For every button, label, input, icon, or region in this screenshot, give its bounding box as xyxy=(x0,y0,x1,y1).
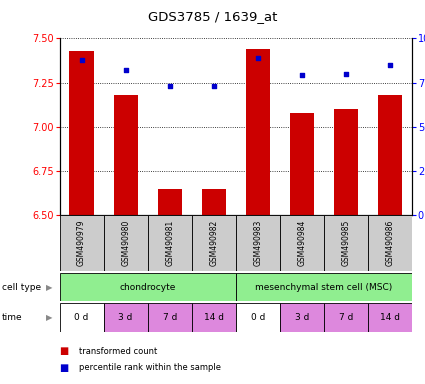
Text: GSM490986: GSM490986 xyxy=(386,220,395,266)
Bar xyxy=(324,215,368,271)
Bar xyxy=(69,51,94,215)
Bar xyxy=(60,273,236,301)
Point xyxy=(210,83,217,89)
Bar xyxy=(334,109,358,215)
Bar xyxy=(246,49,270,215)
Text: time: time xyxy=(2,313,23,322)
Text: GSM490981: GSM490981 xyxy=(165,220,174,266)
Bar xyxy=(236,273,412,301)
Bar xyxy=(280,215,324,271)
Text: ▶: ▶ xyxy=(45,313,52,322)
Bar xyxy=(192,215,236,271)
Text: ■: ■ xyxy=(60,363,69,373)
Text: GDS3785 / 1639_at: GDS3785 / 1639_at xyxy=(148,10,277,23)
Text: GSM490985: GSM490985 xyxy=(342,220,351,266)
Text: 3 d: 3 d xyxy=(119,313,133,322)
Text: 14 d: 14 d xyxy=(204,313,224,322)
Text: 0 d: 0 d xyxy=(251,313,265,322)
Bar xyxy=(158,189,182,215)
Text: transformed count: transformed count xyxy=(79,347,157,356)
Bar xyxy=(236,303,280,332)
Bar xyxy=(104,303,148,332)
Bar xyxy=(236,215,280,271)
Bar xyxy=(378,95,402,215)
Bar xyxy=(148,303,192,332)
Bar xyxy=(60,303,104,332)
Text: GSM490983: GSM490983 xyxy=(253,220,262,266)
Bar xyxy=(148,215,192,271)
Point xyxy=(299,73,306,79)
Text: GSM490980: GSM490980 xyxy=(121,220,130,266)
Text: mesenchymal stem cell (MSC): mesenchymal stem cell (MSC) xyxy=(255,283,393,291)
Bar xyxy=(202,189,226,215)
Text: 14 d: 14 d xyxy=(380,313,400,322)
Bar xyxy=(368,303,412,332)
Text: 7 d: 7 d xyxy=(162,313,177,322)
Bar xyxy=(113,95,138,215)
Bar xyxy=(104,215,148,271)
Text: 3 d: 3 d xyxy=(295,313,309,322)
Point xyxy=(166,83,173,89)
Bar xyxy=(192,303,236,332)
Text: ■: ■ xyxy=(60,346,69,356)
Point xyxy=(255,55,261,61)
Bar xyxy=(324,303,368,332)
Point xyxy=(122,67,129,73)
Point xyxy=(78,56,85,63)
Text: chondrocyte: chondrocyte xyxy=(119,283,176,291)
Text: GSM490984: GSM490984 xyxy=(298,220,306,266)
Text: cell type: cell type xyxy=(2,283,41,291)
Text: GSM490979: GSM490979 xyxy=(77,220,86,266)
Bar xyxy=(290,113,314,215)
Bar xyxy=(60,215,104,271)
Text: ▶: ▶ xyxy=(45,283,52,291)
Text: 0 d: 0 d xyxy=(74,313,89,322)
Text: percentile rank within the sample: percentile rank within the sample xyxy=(79,363,221,372)
Point xyxy=(387,62,394,68)
Point xyxy=(343,71,349,77)
Bar xyxy=(368,215,412,271)
Bar xyxy=(280,303,324,332)
Text: 7 d: 7 d xyxy=(339,313,353,322)
Text: GSM490982: GSM490982 xyxy=(210,220,218,266)
